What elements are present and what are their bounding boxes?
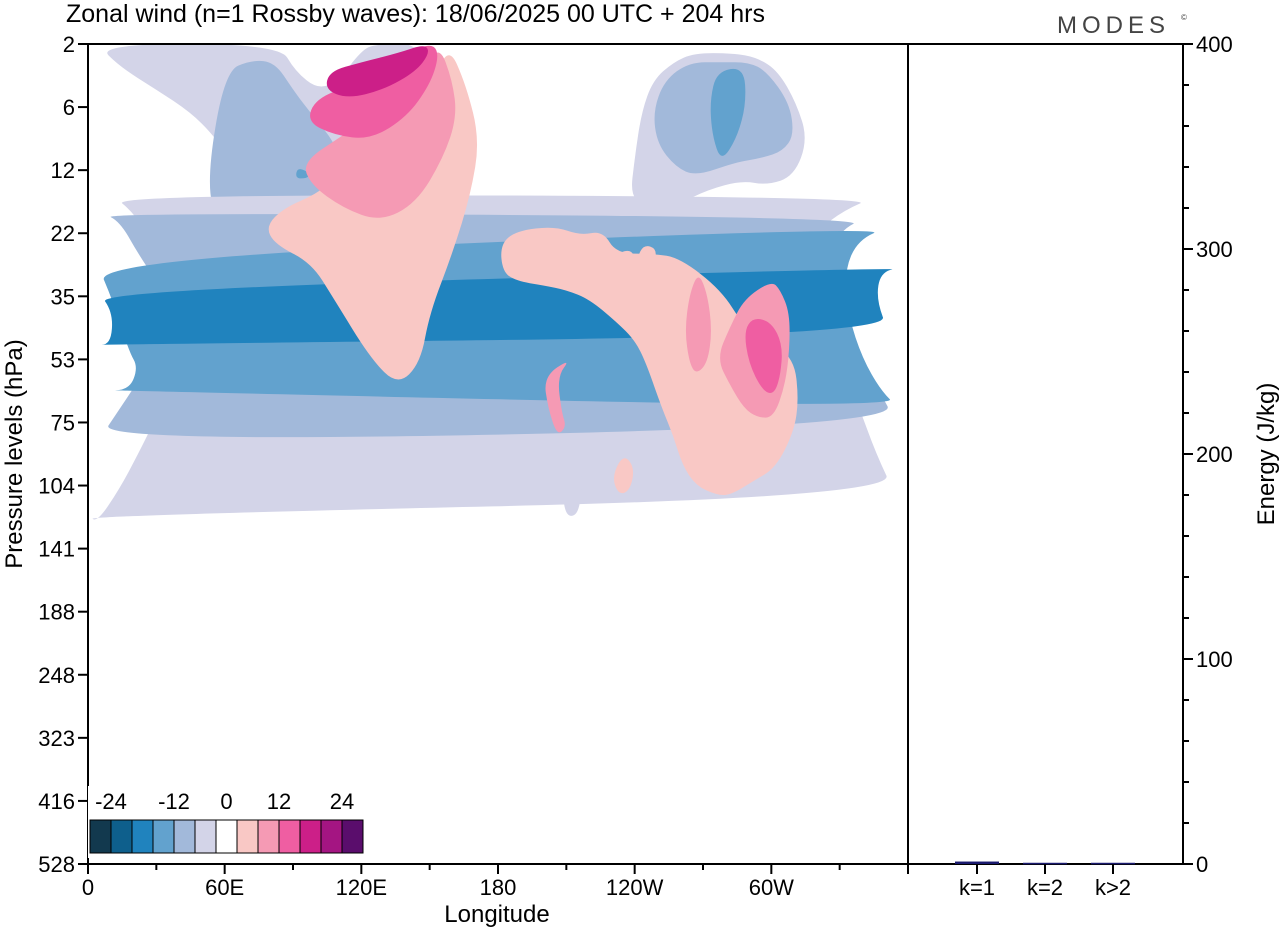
- energy-panel-frame: [907, 43, 1184, 865]
- energy-tick-label: 100: [1196, 647, 1233, 672]
- colorbar-swatch: [320, 819, 343, 854]
- energy-category-label: k>2: [1095, 875, 1131, 900]
- longitude-tick-label: 120W: [606, 875, 664, 900]
- pressure-tick-label: 104: [38, 474, 75, 499]
- colorbar-swatch: [194, 819, 217, 854]
- pressure-axis: 2 6 12 22 35 53 75 104 141 188 248 323 416 528: [38, 32, 88, 877]
- colorbar-tick-label: 0: [220, 789, 232, 814]
- pressure-tick-label: 416: [38, 789, 75, 814]
- colorbar-swatch: [236, 819, 259, 854]
- energy-category-label: k=1: [959, 875, 995, 900]
- pressure-tick-label: 141: [38, 537, 75, 562]
- energy-bar-1: [955, 861, 999, 864]
- contour-band-4-14: [501, 227, 798, 495]
- contour-layer: [92, 44, 893, 520]
- energy-axis: 0 100 200 300 400: [1183, 32, 1233, 877]
- pressure-tick-label: 22: [51, 221, 75, 246]
- pressure-tick-label: 323: [38, 726, 75, 751]
- contour-band-16-13: [326, 46, 428, 97]
- longitude-axis: 0 60E 120E 180 120W 60W: [82, 864, 909, 900]
- pressure-tick-label: 6: [63, 95, 75, 120]
- chart-title: Zonal wind (n=1 Rossby waves): 18/06/202…: [66, 0, 765, 28]
- pressure-tick-label: 2: [63, 32, 75, 57]
- colorbar-swatch: [89, 819, 112, 854]
- contour-band-8-15: [545, 362, 567, 433]
- energy-bar-2: [1023, 862, 1067, 865]
- pressure-tick-label: 75: [51, 410, 75, 435]
- pressure-tick-label: 12: [51, 158, 75, 183]
- colorbar-legend: -24 -12 0 12 24: [88, 786, 383, 858]
- y-axis-label: Pressure levels (hPa): [1, 339, 28, 568]
- colorbar-swatch: [278, 819, 301, 854]
- contour-band-neg4-20: [563, 452, 582, 516]
- contour-band-neg12-5: [710, 68, 746, 156]
- colorbar-swatch: [257, 819, 280, 854]
- energy-category-label: k=2: [1027, 875, 1063, 900]
- contour-band-4-22: [613, 250, 636, 268]
- longitude-tick-label: 120E: [336, 875, 387, 900]
- pressure-tick-label: 53: [51, 347, 75, 372]
- colorbar-swatch: [110, 819, 133, 854]
- longitude-tick-label: 180: [480, 875, 517, 900]
- colorbar-swatch: [341, 819, 364, 854]
- energy-tick-label: 200: [1196, 442, 1233, 467]
- contour-band-12-18: [745, 319, 782, 393]
- colorbar-tick-label: -12: [158, 789, 190, 814]
- colorbar-swatch: [131, 819, 154, 854]
- energy-panel: 0 100 200 300 400 k=1 k=2 k>2 Energy (J/kg): [907, 32, 1280, 900]
- energy-tick-label: 300: [1196, 237, 1233, 262]
- colorbar-swatch: [215, 819, 238, 854]
- longitude-tick-label: 60W: [749, 875, 794, 900]
- colorbar-swatch: [152, 819, 175, 854]
- colorbar-swatch: [173, 819, 196, 854]
- colorbar-tick-label: 24: [330, 789, 354, 814]
- contour-band-4-19: [614, 458, 634, 494]
- contour-band-4-21: [637, 246, 656, 271]
- modes-logo: MODES: [1057, 12, 1170, 39]
- contour-plot-area: [87, 43, 909, 865]
- colorbar-tick-label: -24: [95, 789, 127, 814]
- pressure-tick-label: 188: [38, 600, 75, 625]
- pressure-tick-label: 35: [51, 284, 75, 309]
- colorbar-swatch: [299, 819, 322, 854]
- contour-band-8-16: [685, 277, 711, 372]
- pressure-tick-label: 528: [38, 852, 75, 877]
- colorbar-tick-label: 12: [267, 789, 291, 814]
- longitude-tick-label: 60E: [205, 875, 244, 900]
- energy-bar-3: [1091, 862, 1135, 865]
- energy-tick-label: 0: [1196, 852, 1208, 877]
- logo-copyright-mark: ©: [1181, 13, 1187, 22]
- energy-bars: k=1 k=2 k>2: [955, 861, 1135, 900]
- longitude-tick-label: 0: [82, 875, 94, 900]
- energy-tick-label: 400: [1196, 32, 1233, 57]
- pressure-tick-label: 248: [38, 663, 75, 688]
- x-axis-label: Longitude: [444, 901, 549, 928]
- energy-axis-label: Energy (J/kg): [1253, 383, 1280, 526]
